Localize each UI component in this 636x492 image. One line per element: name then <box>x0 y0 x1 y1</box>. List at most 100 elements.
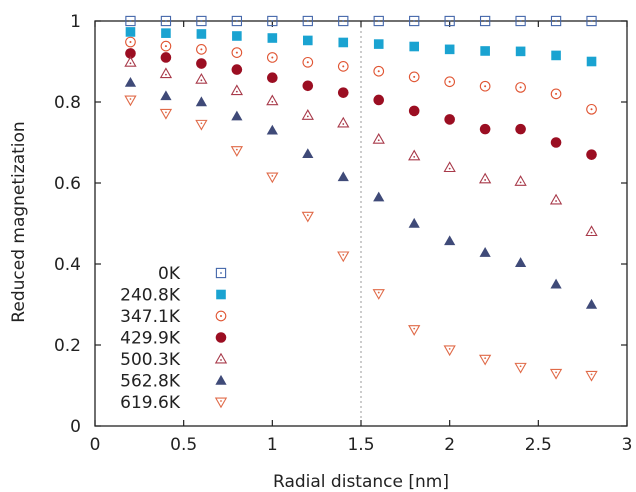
data-point <box>195 119 208 131</box>
data-point <box>373 94 385 106</box>
legend-marker <box>215 310 227 322</box>
series-0 <box>125 15 597 27</box>
data-point <box>267 15 278 27</box>
data-point <box>515 15 526 27</box>
data-point <box>337 116 350 128</box>
data-point <box>124 95 137 107</box>
data-point <box>515 46 526 57</box>
data-point <box>479 123 491 135</box>
data-point <box>515 257 527 267</box>
data-point <box>159 108 173 120</box>
data-point <box>338 15 349 27</box>
data-point <box>585 370 598 382</box>
data-point <box>372 132 385 144</box>
data-point <box>159 67 173 79</box>
data-point <box>230 146 244 157</box>
series-3 <box>125 48 597 160</box>
data-point <box>231 110 243 121</box>
legend-marker <box>215 267 227 279</box>
x-tick-label: 0.5 <box>170 435 197 455</box>
data-point <box>550 15 562 27</box>
data-point <box>195 73 208 84</box>
data-point <box>230 84 244 96</box>
data-point <box>232 31 242 41</box>
y-axis-label: Reduced magnetization <box>9 121 29 322</box>
data-point <box>231 15 243 27</box>
data-point <box>303 35 313 46</box>
data-point <box>586 149 597 160</box>
data-point <box>549 368 563 380</box>
legend-label: 619.6K <box>120 393 181 413</box>
data-point <box>409 15 420 27</box>
data-point <box>337 171 349 182</box>
data-point <box>124 76 137 87</box>
data-point <box>124 56 137 67</box>
data-point <box>161 28 171 38</box>
legend-label: 0K <box>158 264 181 284</box>
y-tick-label: 0 <box>70 417 81 437</box>
data-point <box>373 39 384 49</box>
data-point <box>444 114 455 125</box>
data-point <box>479 247 491 257</box>
data-point <box>196 29 207 39</box>
data-point <box>266 52 278 63</box>
legend-item: 0K <box>158 264 227 284</box>
series-4 <box>124 56 598 237</box>
data-point <box>160 15 172 27</box>
data-point <box>443 161 456 173</box>
data-point <box>444 76 456 88</box>
y-tick-label: 0.2 <box>54 336 81 356</box>
x-tick-label: 1 <box>267 435 278 455</box>
y-tick-label: 0.4 <box>54 255 81 275</box>
legend-item: 429.9K <box>120 329 227 349</box>
data-point <box>373 191 385 202</box>
x-tick-label: 1.5 <box>347 435 374 455</box>
data-point <box>373 15 384 27</box>
legend-item: 562.8K <box>120 372 227 392</box>
x-tick-label: 0 <box>90 435 101 455</box>
data-point <box>515 82 526 93</box>
data-point <box>266 94 279 106</box>
data-point <box>409 41 419 52</box>
legend-marker <box>215 332 227 343</box>
data-point <box>444 44 455 55</box>
data-point <box>302 15 313 27</box>
data-point <box>550 88 562 100</box>
series-1 <box>125 27 597 67</box>
legend-marker <box>214 352 228 364</box>
legend-item: 240.8K <box>120 286 226 306</box>
data-point <box>551 50 561 61</box>
data-point <box>550 137 562 148</box>
data-point <box>444 235 456 246</box>
data-point <box>302 80 314 92</box>
legend-item: 619.6K <box>120 393 228 413</box>
data-point <box>479 80 491 92</box>
data-point <box>514 362 527 374</box>
data-point <box>585 225 598 237</box>
data-point <box>408 105 420 117</box>
legend-label: 347.1K <box>120 307 181 327</box>
x-tick-label: 3 <box>622 435 633 455</box>
data-point <box>480 46 490 56</box>
data-point <box>549 193 563 205</box>
data-point <box>125 27 136 37</box>
data-point <box>267 72 278 83</box>
data-point <box>160 90 172 101</box>
x-tick-label: 2 <box>444 435 455 455</box>
data-point <box>514 175 527 186</box>
data-point <box>337 61 349 72</box>
data-point <box>372 289 385 300</box>
y-tick-label: 0.8 <box>54 93 81 113</box>
x-tick-label: 2.5 <box>525 435 552 455</box>
legend-item: 347.1K <box>120 307 227 327</box>
data-point <box>125 48 136 59</box>
data-point <box>337 251 350 263</box>
legend-marker <box>215 374 227 385</box>
data-point <box>515 123 526 135</box>
legend-label: 429.9K <box>120 329 181 349</box>
legend-label: 500.3K <box>120 350 181 370</box>
data-point <box>585 298 598 309</box>
data-point <box>408 71 420 83</box>
data-point <box>302 56 314 68</box>
